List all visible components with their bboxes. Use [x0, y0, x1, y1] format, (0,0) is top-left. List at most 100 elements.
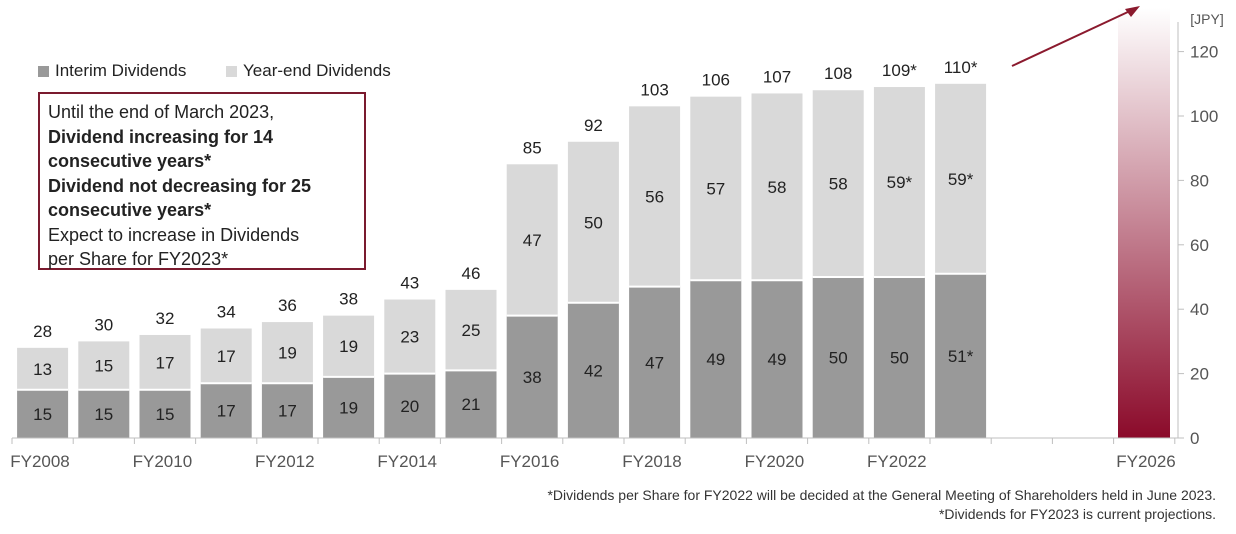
bar-yearend: [690, 96, 742, 281]
bar-yearend: [751, 93, 803, 281]
label-interim: 38: [523, 368, 542, 387]
bar-yearend: [935, 83, 987, 274]
y-tick-label: 80: [1190, 171, 1209, 190]
legend-interim: Interim Dividends: [38, 61, 186, 81]
y-tick-label: 120: [1190, 43, 1218, 62]
callout-line: consecutive years*: [48, 200, 212, 220]
label-total: 85: [523, 138, 542, 157]
bar-yearend: [506, 164, 558, 316]
bar-yearend: [873, 87, 925, 278]
y-tick-label: 60: [1190, 236, 1209, 255]
bar-yearend: [384, 299, 436, 374]
callout-line: per Share for FY2023*: [48, 249, 229, 269]
x-tick-label: FY2022: [867, 452, 927, 471]
label-interim: 19: [339, 398, 358, 417]
bar-yearend: [261, 322, 313, 384]
bar-interim: [690, 280, 742, 438]
label-total: 43: [400, 274, 419, 293]
label-total: 92: [584, 116, 603, 135]
target-bar-fy2026: [1118, 8, 1170, 438]
bar-yearend: [629, 106, 681, 287]
callout-line: Until the end of March 2023,: [48, 102, 275, 122]
footnotes: *Dividends per Share for FY2022 will be …: [547, 486, 1216, 524]
label-yearend: 59*: [887, 173, 913, 192]
bar-interim: [17, 389, 69, 438]
label-interim: 47: [645, 353, 664, 372]
bar-interim: [812, 277, 864, 438]
trend-arrow-line: [1011, 10, 1131, 67]
label-yearend: 19: [278, 344, 297, 363]
label-total: 107: [763, 67, 791, 86]
label-yearend: 50: [584, 213, 603, 232]
callout-line: Expect to increase in Dividends: [48, 224, 300, 245]
label-yearend: 17: [217, 347, 236, 366]
label-interim: 49: [768, 350, 787, 369]
label-interim: 21: [462, 395, 481, 414]
bar-yearend: [567, 141, 619, 303]
label-total: 106: [702, 71, 730, 90]
label-interim: 17: [217, 402, 236, 421]
legend-yearend-label: Year-end Dividends: [243, 61, 391, 80]
x-tick-label: FY2020: [745, 452, 805, 471]
label-total: 32: [156, 309, 175, 328]
label-yearend: 59*: [948, 170, 974, 189]
y-tick-label: 40: [1190, 300, 1209, 319]
label-yearend: 58: [768, 178, 787, 197]
legend-yearend-swatch: [226, 65, 237, 77]
bar-interim: [445, 370, 497, 438]
bar-interim: [567, 302, 619, 438]
label-interim: 42: [584, 361, 603, 380]
bar-interim: [78, 389, 130, 438]
label-total: 36: [278, 296, 297, 315]
label-interim: 17: [278, 402, 297, 421]
footnote-1: *Dividends per Share for FY2022 will be …: [547, 487, 1216, 503]
bar-interim: [323, 376, 375, 438]
y-tick-label: 20: [1190, 365, 1209, 384]
label-interim: 20: [400, 397, 419, 416]
label-total: 46: [462, 264, 481, 283]
bar-interim: [139, 389, 191, 438]
label-total: 28: [33, 322, 52, 341]
bar-yearend: [812, 90, 864, 278]
label-interim: 51*: [948, 347, 974, 366]
bar-yearend: [139, 334, 191, 390]
bar-interim: [873, 277, 925, 438]
x-tick-label: FY2018: [622, 452, 682, 471]
bar-interim: [506, 315, 558, 438]
bar-interim: [935, 273, 987, 438]
bar-yearend: [78, 341, 130, 390]
label-interim: 15: [156, 405, 175, 424]
bar-yearend: [323, 315, 375, 377]
label-yearend: 13: [33, 360, 52, 379]
label-yearend: 15: [94, 357, 113, 376]
label-interim: 15: [33, 405, 52, 424]
label-yearend: 17: [156, 353, 175, 372]
label-total: 109*: [882, 61, 917, 80]
bar-interim: [261, 383, 313, 438]
label-yearend: 19: [339, 337, 358, 356]
callout-line: consecutive years*: [48, 151, 212, 171]
label-total: 110*: [944, 58, 978, 77]
y-tick-label: 0: [1190, 429, 1199, 448]
y-tick-label: 100: [1190, 107, 1218, 126]
label-total: 108: [824, 64, 852, 83]
label-yearend: 47: [523, 231, 542, 250]
x-tick-label: FY2026: [1116, 452, 1176, 471]
label-yearend: 25: [462, 321, 481, 340]
label-interim: 49: [706, 350, 725, 369]
bar-yearend: [200, 328, 252, 384]
x-tick-label: FY2010: [133, 452, 193, 471]
label-yearend: 56: [645, 188, 664, 207]
label-interim: 50: [890, 349, 909, 368]
legend-interim-label: Interim Dividends: [55, 61, 187, 80]
bar-yearend: [17, 347, 69, 390]
bar-interim: [384, 373, 436, 438]
label-yearend: 57: [706, 179, 725, 198]
label-interim: 15: [94, 405, 113, 424]
bar-interim: [200, 383, 252, 438]
y-axis-unit: [JPY]: [1190, 11, 1223, 27]
bar-interim: [751, 280, 803, 438]
trend-arrow-head: [1125, 6, 1140, 17]
footnote-2: *Dividends for FY2023 is current project…: [938, 506, 1216, 522]
